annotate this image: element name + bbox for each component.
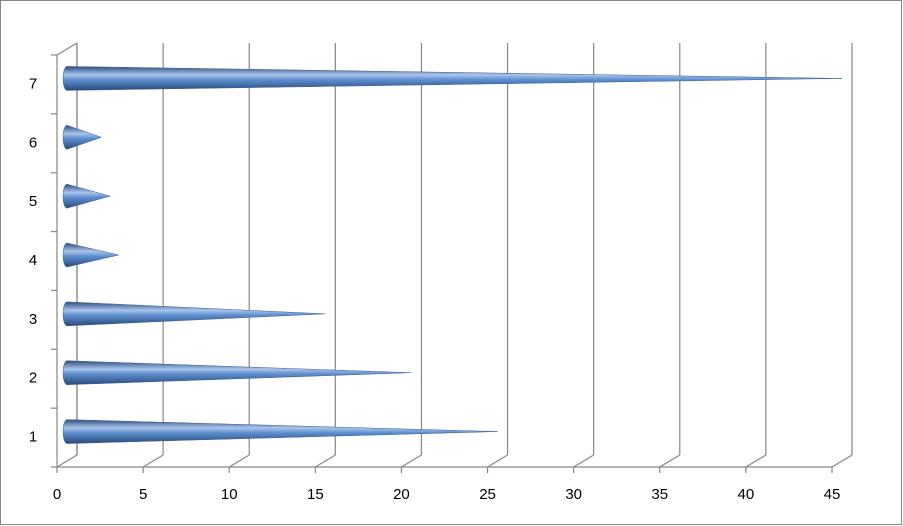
axis-line [56, 42, 78, 56]
x-tick-label: 0 [53, 486, 61, 503]
bar [62, 183, 111, 209]
x-tick-label: 10 [221, 486, 238, 503]
x-tick-label: 35 [651, 486, 668, 503]
y-tick-label: 5 [29, 193, 37, 210]
bar [62, 419, 498, 444]
y-tick-label: 3 [29, 311, 37, 328]
x-tick-label: 45 [824, 486, 841, 503]
grid-line [573, 454, 594, 468]
x-tick-label: 25 [479, 486, 496, 503]
grid-line [142, 454, 164, 468]
y-tick-label: 7 [29, 75, 37, 92]
grid-line [315, 454, 336, 468]
x-tick-label: 40 [738, 486, 755, 503]
x-tick-label: 30 [565, 486, 582, 503]
y-tick-label: 1 [29, 429, 37, 446]
grid-line [228, 454, 250, 468]
y-tick-label: 2 [29, 370, 37, 387]
grid-line [745, 454, 767, 468]
grid-line [487, 454, 508, 468]
y-tick-label: 6 [29, 134, 37, 151]
bar [62, 360, 412, 385]
x-tick-label: 20 [393, 486, 410, 503]
grid-line [831, 454, 853, 468]
x-tick-label: 15 [307, 486, 324, 503]
bar [62, 301, 326, 327]
x-tick-label: 5 [139, 486, 147, 503]
bar [62, 242, 119, 268]
grid-line [659, 454, 681, 468]
grid-line [401, 454, 422, 468]
bar [62, 66, 843, 91]
bar [62, 125, 103, 150]
grid-line [56, 454, 78, 468]
y-tick-label: 4 [29, 252, 37, 269]
